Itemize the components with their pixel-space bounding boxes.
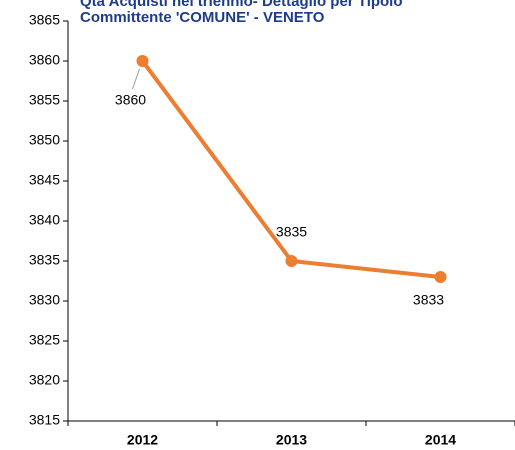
x-tick-label: 2012 [127,432,158,448]
y-tick-label: 3850 [29,132,60,148]
y-tick-label: 3860 [29,52,60,68]
x-tick-label: 2014 [425,432,456,448]
y-tick-label: 3825 [29,332,60,348]
y-tick-label: 3820 [29,372,60,388]
y-tick-label: 3830 [29,292,60,308]
y-tick-label: 3865 [29,12,60,28]
y-tick-label: 3840 [29,212,60,228]
y-tick-label: 3815 [29,412,60,428]
marker [285,255,298,267]
chart-title: Committente 'COMUNE' - VENETO [80,9,325,26]
y-tick-label: 3835 [29,252,60,268]
data-label: 3833 [413,292,444,308]
line [140,59,441,279]
data-label: 3835 [276,224,307,240]
chart-title: Qtà Acquisti nel triennio- Dettaglio per… [80,0,403,10]
marker [434,271,447,283]
leader-line [132,68,140,90]
y-tick-label: 3855 [29,92,60,108]
x-tick-label: 2013 [276,432,307,448]
y-tick-label: 3845 [29,172,60,188]
marker [136,55,149,67]
data-label: 3860 [115,92,146,108]
